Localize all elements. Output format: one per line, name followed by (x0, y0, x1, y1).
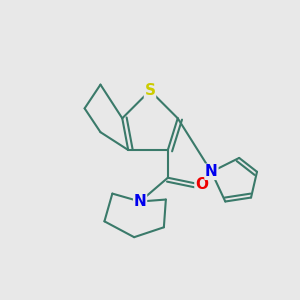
Text: O: O (195, 177, 208, 192)
Text: S: S (145, 83, 155, 98)
Text: N: N (205, 164, 218, 179)
Text: N: N (134, 194, 146, 209)
